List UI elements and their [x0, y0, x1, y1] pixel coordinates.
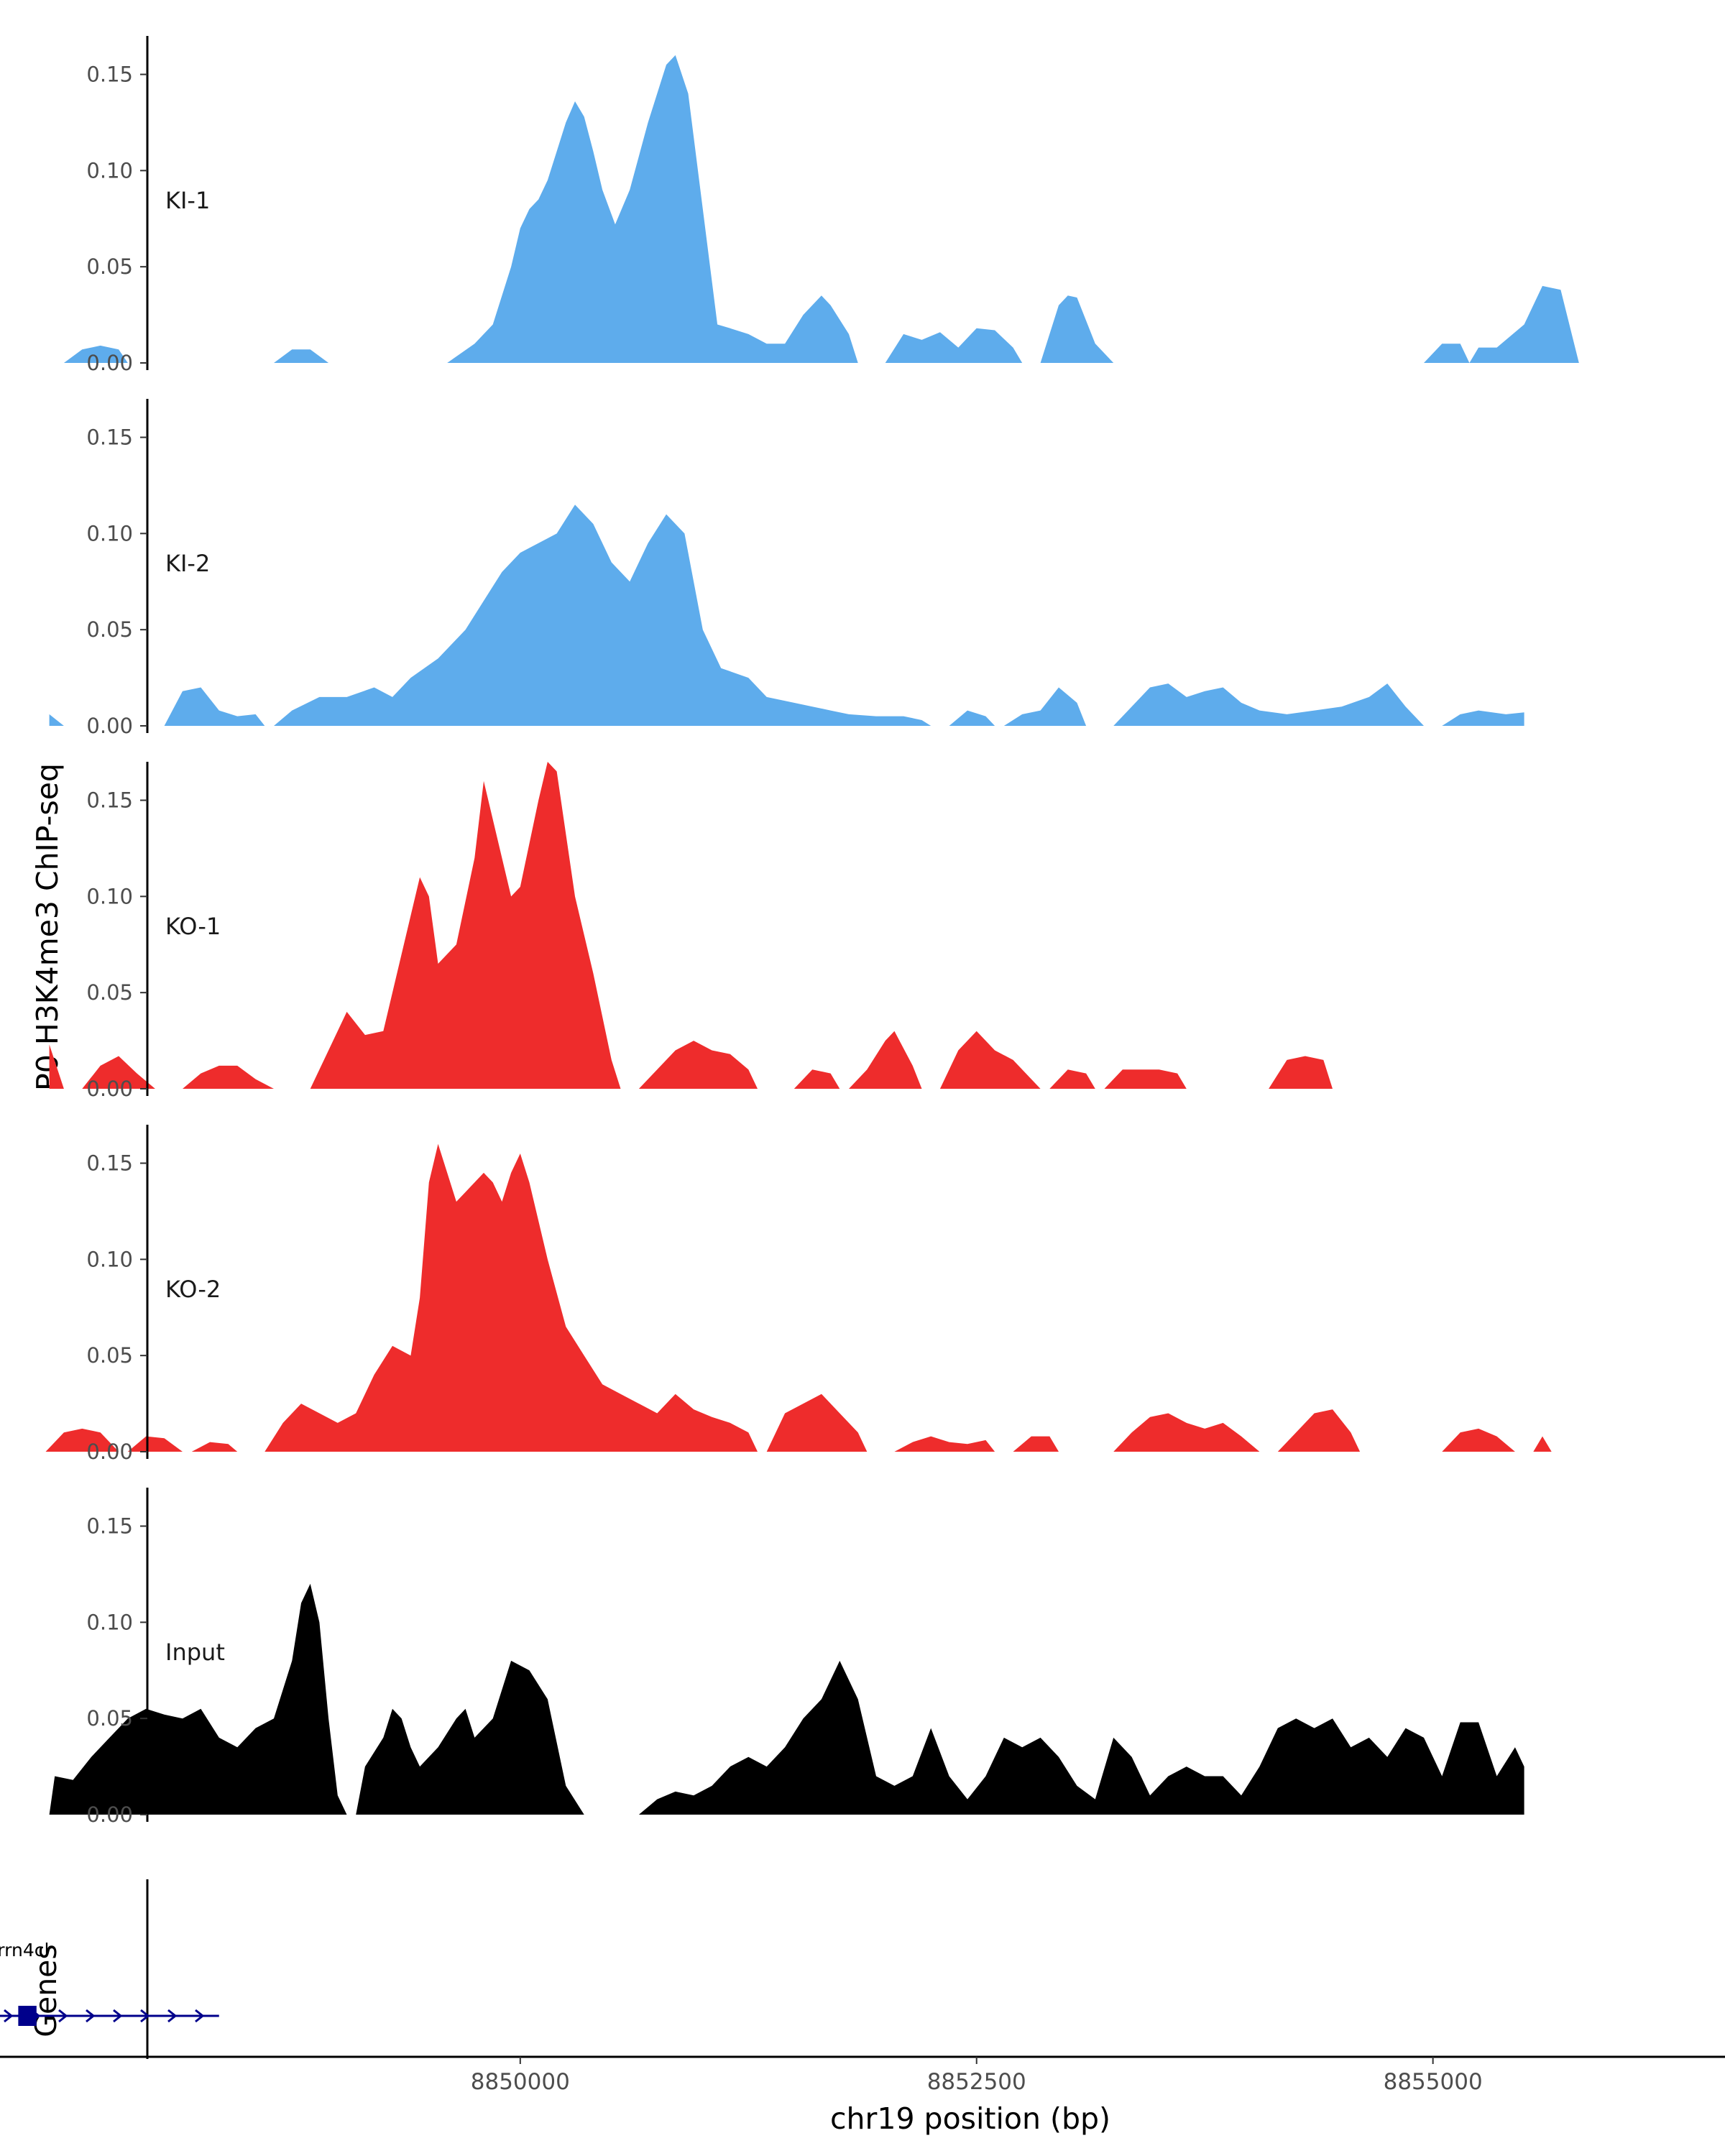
y-tick-label-ko-2-3: 0.15 [86, 1151, 133, 1176]
exon-lrrn4cl-0 [18, 2006, 37, 2026]
strand-arrow-lrrn4cl-6 [167, 2009, 178, 2023]
area-ko-1 [49, 762, 1333, 1089]
y-tick-label-ki-2-3: 0.15 [86, 425, 133, 450]
y-tick-label-ki-2-2: 0.10 [86, 521, 133, 545]
y-tick-label-ki-1-1: 0.05 [86, 254, 133, 279]
y-tick-label-ko-1-1: 0.05 [86, 980, 133, 1005]
y-tick-label-input-1: 0.05 [86, 1706, 133, 1731]
y-tick-label-input-3: 0.15 [86, 1514, 133, 1539]
gene-label-lrrn4cl: Lrrn4cl [0, 1940, 49, 1961]
area-ko-2 [45, 1143, 1552, 1452]
strand-arrow-lrrn4cl-0 [4, 2009, 14, 2023]
y-tick-label-ko-1-3: 0.15 [86, 788, 133, 813]
y-tick-label-ko-1-0: 0.00 [86, 1077, 133, 1101]
strand-arrow-lrrn4cl-2 [58, 2009, 68, 2023]
area-input [49, 1583, 1524, 1815]
area-ki-2 [49, 505, 1524, 726]
strand-arrow-lrrn4cl-3 [86, 2009, 96, 2023]
strand-arrow-lrrn4cl-7 [195, 2009, 205, 2023]
track-label-ki-1: KI-1 [165, 187, 210, 214]
y-tick-label-ki-2-1: 0.05 [86, 617, 133, 642]
track-label-ko-2: KO-2 [165, 1276, 221, 1303]
y-tick-label-ki-2-0: 0.00 [86, 714, 133, 738]
track-label-ko-1: KO-1 [165, 913, 221, 940]
y-tick-label-ko-2-1: 0.05 [86, 1343, 133, 1368]
y-tick-label-input-0: 0.00 [86, 1802, 133, 1827]
x-tick-label-1: 8852500 [927, 2069, 1026, 2095]
y-tick-label-ko-1-2: 0.10 [86, 884, 133, 908]
y-tick-label-input-2: 0.10 [86, 1610, 133, 1634]
x-tick-label-2: 8855000 [1384, 2069, 1483, 2095]
x-tick-label-0: 8850000 [471, 2069, 570, 2095]
strand-arrow-lrrn4cl-5 [140, 2009, 150, 2023]
y-tick-label-ki-1-3: 0.15 [86, 63, 133, 87]
y-tick-label-ko-2-0: 0.00 [86, 1439, 133, 1464]
y-tick-label-ko-2-2: 0.10 [86, 1247, 133, 1271]
y-axis-title: P0 H3K4me3 ChIP-seq [30, 763, 65, 1091]
x-axis-title: chr19 position (bp) [830, 2101, 1110, 2136]
y-tick-label-ki-1-0: 0.00 [86, 351, 133, 375]
track-label-ki-2: KI-2 [165, 550, 210, 577]
area-ki-1 [63, 55, 1579, 364]
strand-arrow-lrrn4cl-4 [113, 2009, 123, 2023]
track-label-input: Input [165, 1639, 225, 1666]
y-tick-label-ki-1-2: 0.10 [86, 158, 133, 183]
